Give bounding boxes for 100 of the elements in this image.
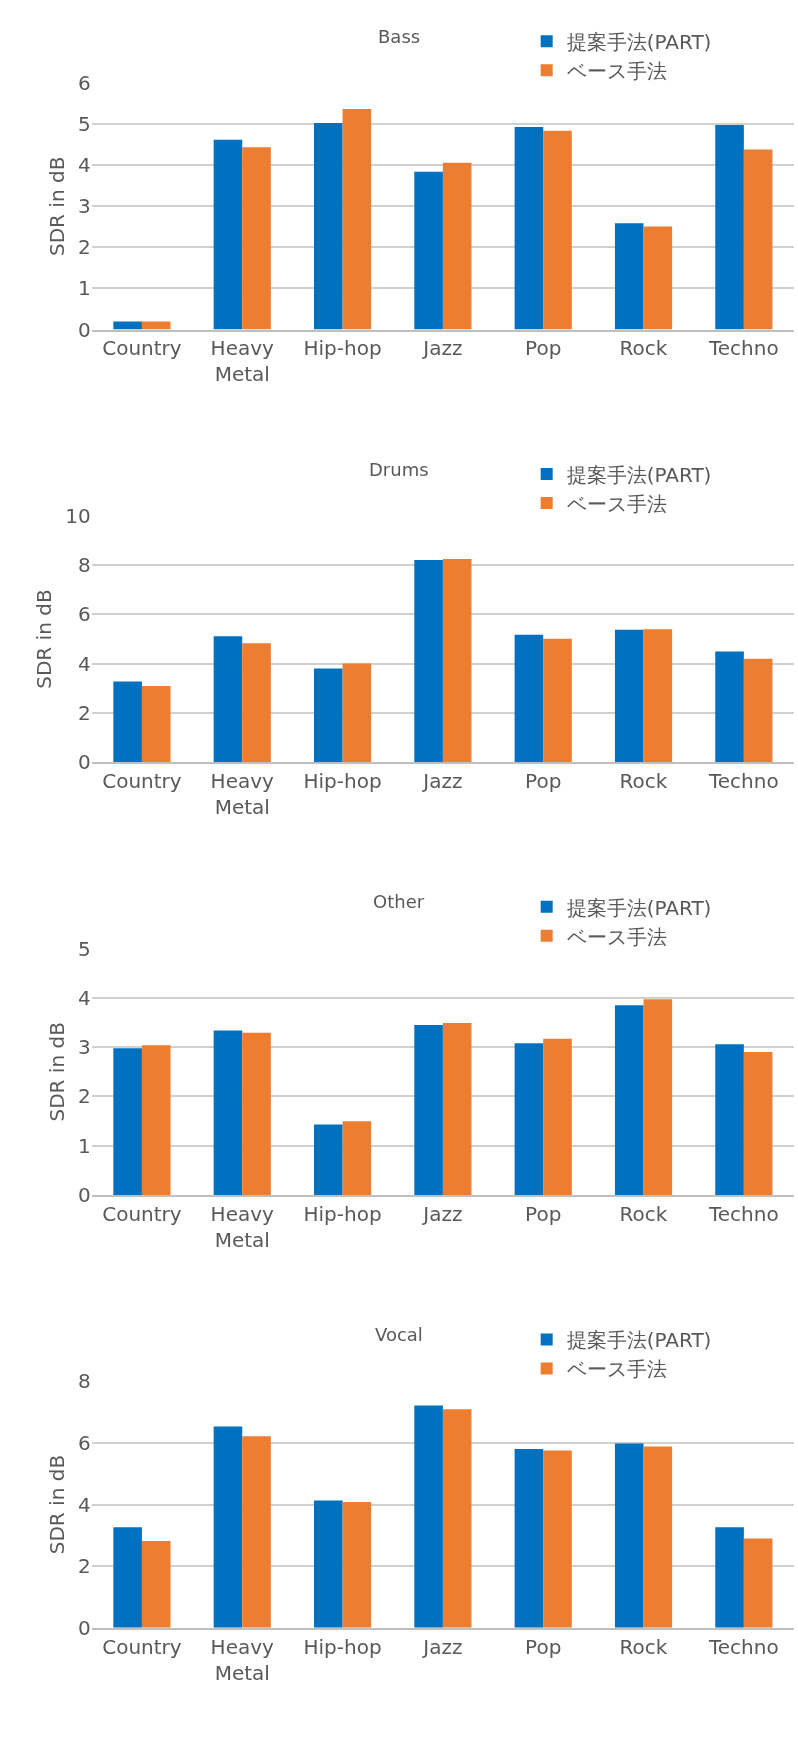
x-tick-label: Country (102, 769, 182, 794)
y-tick-label: 3 (78, 194, 91, 219)
x-tick-label: Rock (619, 769, 668, 794)
bar (743, 1538, 773, 1628)
legend-label: 提案手法(PART) (566, 30, 712, 55)
legend-label: ベース手法 (566, 924, 667, 949)
bar (715, 1044, 744, 1196)
y-tick-label: 4 (78, 985, 91, 1010)
y-tick-label: 0 (78, 1183, 91, 1208)
bar (543, 130, 572, 330)
bar (414, 559, 443, 763)
y-tick-label: 2 (78, 235, 91, 260)
bar (614, 223, 644, 330)
x-tick-label: Pop (525, 1201, 562, 1226)
x-tick-label: Pop (525, 769, 562, 794)
x-tick-label: Pop (525, 336, 562, 361)
x-tick-label: Jazz (421, 336, 463, 361)
chart-title: Drums (369, 459, 429, 480)
bar (113, 1048, 142, 1196)
y-tick-label: 2 (78, 701, 91, 726)
bar (514, 1043, 544, 1196)
y-tick-label: 0 (78, 1615, 91, 1640)
bar (141, 1045, 171, 1196)
x-tick-label: Hip-hop (303, 336, 382, 361)
bar (242, 147, 271, 330)
x-tick-label: Country (102, 336, 182, 361)
bar (313, 1124, 343, 1196)
bar (414, 1405, 443, 1628)
x-tick-label: Jazz (421, 1634, 463, 1659)
x-tick-label: Heavy Metal (210, 1201, 275, 1252)
x-tick-label: Techno (707, 336, 779, 361)
bar (414, 1024, 443, 1196)
bar (514, 634, 544, 763)
bar (342, 108, 372, 330)
bar (113, 1527, 142, 1628)
y-axis-title: SDR in dB (31, 589, 56, 689)
x-tick-label: Techno (707, 769, 779, 794)
y-tick-label: 6 (78, 71, 91, 96)
x-tick-label: Heavy Metal (210, 336, 275, 387)
bar (715, 1527, 744, 1628)
bar (141, 685, 171, 763)
bar (715, 651, 744, 763)
bar (614, 1443, 644, 1628)
y-tick-label: 5 (78, 936, 91, 961)
x-tick-label: Hip-hop (303, 1634, 382, 1659)
bar (141, 1540, 171, 1628)
y-tick-label: 6 (78, 602, 91, 627)
bar (643, 629, 673, 763)
bar (213, 636, 243, 763)
legend-label: 提案手法(PART) (566, 462, 712, 487)
bar (342, 663, 372, 763)
y-tick-label: 8 (78, 1369, 91, 1394)
bar (342, 1502, 372, 1628)
y-tick-label: 2 (78, 1554, 91, 1579)
y-axis-title: SDR in dB (44, 1022, 69, 1122)
x-tick-label: Techno (707, 1201, 779, 1226)
bar (514, 126, 544, 330)
bar (743, 658, 773, 763)
bar (643, 999, 673, 1196)
x-tick-label: Country (102, 1201, 182, 1226)
bar (514, 1449, 544, 1628)
x-tick-label: Techno (707, 1634, 779, 1659)
bar (743, 1052, 773, 1196)
y-axis-title: SDR in dB (44, 156, 69, 256)
y-tick-label: 1 (78, 1133, 91, 1158)
legend-label: 提案手法(PART) (566, 895, 712, 920)
bar (213, 1426, 243, 1628)
legend-label: ベース手法 (566, 491, 667, 516)
bar (141, 321, 171, 330)
y-tick-label: 1 (78, 276, 91, 301)
y-tick-label: 0 (78, 750, 91, 775)
x-tick-label: Rock (619, 336, 668, 361)
x-tick-label: Pop (525, 1634, 562, 1659)
bar (313, 1500, 343, 1628)
bar (213, 1030, 243, 1196)
x-tick-label: Hip-hop (303, 1201, 382, 1226)
x-tick-label: Hip-hop (303, 769, 382, 794)
bar (242, 1436, 271, 1628)
x-tick-label: Heavy Metal (210, 769, 275, 820)
x-tick-label: Rock (619, 1201, 668, 1226)
bar (213, 139, 243, 330)
y-tick-label: 8 (78, 553, 91, 578)
bar (442, 558, 472, 763)
bar (543, 1038, 572, 1196)
x-tick-label: Jazz (421, 769, 463, 794)
y-axis-title: SDR in dB (44, 1454, 69, 1555)
bar (442, 1022, 472, 1196)
bar (242, 643, 271, 763)
x-tick-label: Jazz (421, 1201, 463, 1226)
y-tick-label: 4 (78, 1492, 91, 1517)
x-tick-label: Heavy Metal (210, 1634, 275, 1685)
bar (614, 629, 644, 763)
bar (543, 638, 572, 763)
y-tick-label: 6 (78, 1430, 91, 1455)
legend-label: ベース手法 (566, 59, 667, 84)
chart-title: Other (373, 891, 425, 912)
chart-title: Bass (378, 26, 421, 47)
x-tick-label: Country (102, 1634, 182, 1659)
y-tick-label: 5 (78, 112, 91, 137)
bar (414, 171, 443, 330)
